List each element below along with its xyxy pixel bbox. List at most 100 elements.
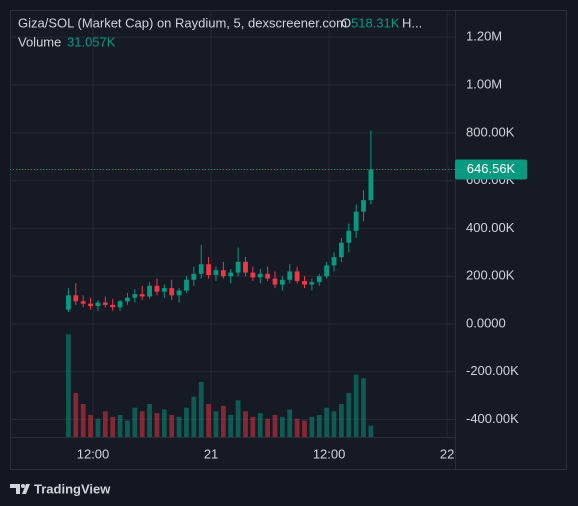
candle-body <box>198 264 204 274</box>
volume-bar <box>169 415 175 437</box>
x-tick-label: 12:00 <box>313 446 346 461</box>
volume-bar <box>331 411 337 437</box>
candle-body <box>235 261 241 273</box>
volume-bar <box>250 416 256 437</box>
candle-body <box>353 211 359 231</box>
footer-brand: TradingView <box>34 481 111 496</box>
volume-bar <box>139 411 145 437</box>
chart-title: Giza/SOL (Market Cap) on Raydium, 5, dex… <box>18 15 347 30</box>
x-tick-label: 12:00 <box>77 446 110 461</box>
candle-body <box>184 279 189 291</box>
volume-bar <box>176 416 182 437</box>
last-price-label: 646.56K <box>467 161 516 176</box>
candle-body <box>191 273 197 280</box>
x-tick-label: 21 <box>204 446 218 461</box>
y-tick-label: -200.00K <box>466 363 519 378</box>
candle-body <box>110 304 116 308</box>
candle-body <box>316 276 322 283</box>
volume-bar <box>368 425 374 437</box>
candle-body <box>346 230 352 243</box>
volume-bar <box>80 404 86 437</box>
volume-bar <box>110 416 116 437</box>
candle-body <box>154 285 160 292</box>
volume-bar <box>346 393 352 437</box>
candle-body <box>176 290 182 296</box>
candle-body <box>125 297 130 302</box>
candle-body <box>95 302 101 307</box>
candle-body <box>294 271 300 281</box>
candle-body <box>265 273 271 279</box>
volume-bar <box>257 413 263 437</box>
high-label: H... <box>402 15 422 30</box>
volume-bar <box>117 415 123 437</box>
volume-bar <box>309 416 315 437</box>
volume-bar <box>102 411 108 437</box>
candle-body <box>361 200 366 212</box>
candle-body <box>117 301 123 308</box>
volume-bar <box>88 415 93 437</box>
y-tick-label: 400.00K <box>466 220 515 235</box>
volume-title: Volume <box>18 34 61 49</box>
open-label: O <box>341 15 351 30</box>
tradingview-logo <box>10 484 30 494</box>
y-tick-label: 800.00K <box>466 124 515 139</box>
candle-body <box>368 169 374 201</box>
volume-bar <box>316 415 322 437</box>
candle-body <box>169 288 175 296</box>
volume-bar <box>265 418 271 437</box>
x-tick-label: 22 <box>440 446 454 461</box>
candle-body <box>206 264 211 275</box>
volume-bar <box>353 374 359 437</box>
volume-bar <box>66 334 71 437</box>
volume-bar <box>279 416 285 437</box>
y-tick-label: 1.00M <box>466 76 502 91</box>
open-value: 518.31K <box>351 15 400 30</box>
y-tick-label: 0.0000 <box>466 315 506 330</box>
candle-body <box>257 273 263 278</box>
volume-bar <box>361 378 366 437</box>
volume-value: 31.057K <box>67 34 116 49</box>
volume-bar <box>272 415 278 437</box>
volume-bar <box>132 407 138 437</box>
volume-bar <box>302 420 307 437</box>
volume-bar <box>235 400 241 437</box>
volume-bar <box>338 404 344 437</box>
candle-body <box>228 272 234 277</box>
candle-body <box>279 279 285 285</box>
candle-body <box>272 278 278 285</box>
grid <box>10 10 455 437</box>
volume-bar <box>147 404 152 437</box>
volume-bar <box>228 415 234 437</box>
volume-bar <box>287 409 293 437</box>
volume-bar <box>95 418 101 437</box>
volume-bar <box>125 420 130 437</box>
candle-body <box>213 270 219 275</box>
volume-bar <box>243 411 248 437</box>
volume-bar <box>73 393 79 437</box>
candle-body <box>139 294 145 297</box>
volume-bar <box>213 411 219 437</box>
candle-body <box>287 271 293 280</box>
candle-body <box>102 302 108 305</box>
candle-body <box>80 301 86 304</box>
candle-body <box>338 242 344 258</box>
candle-body <box>302 280 307 285</box>
candle-body <box>309 282 315 285</box>
candle-body <box>66 295 71 310</box>
chart-panel <box>10 10 567 470</box>
last-price-box <box>455 159 527 180</box>
candle-body <box>88 303 93 307</box>
volume-bar <box>220 405 226 437</box>
volume-bar <box>154 413 160 437</box>
volume-bar <box>324 407 330 437</box>
candle-body <box>220 270 226 277</box>
candle-body <box>324 265 330 277</box>
volume-bar <box>191 396 197 437</box>
candle-body <box>147 285 152 297</box>
volume-bar <box>206 404 211 437</box>
marks <box>10 130 455 437</box>
candle-body <box>331 257 337 266</box>
candle-body <box>243 261 248 273</box>
